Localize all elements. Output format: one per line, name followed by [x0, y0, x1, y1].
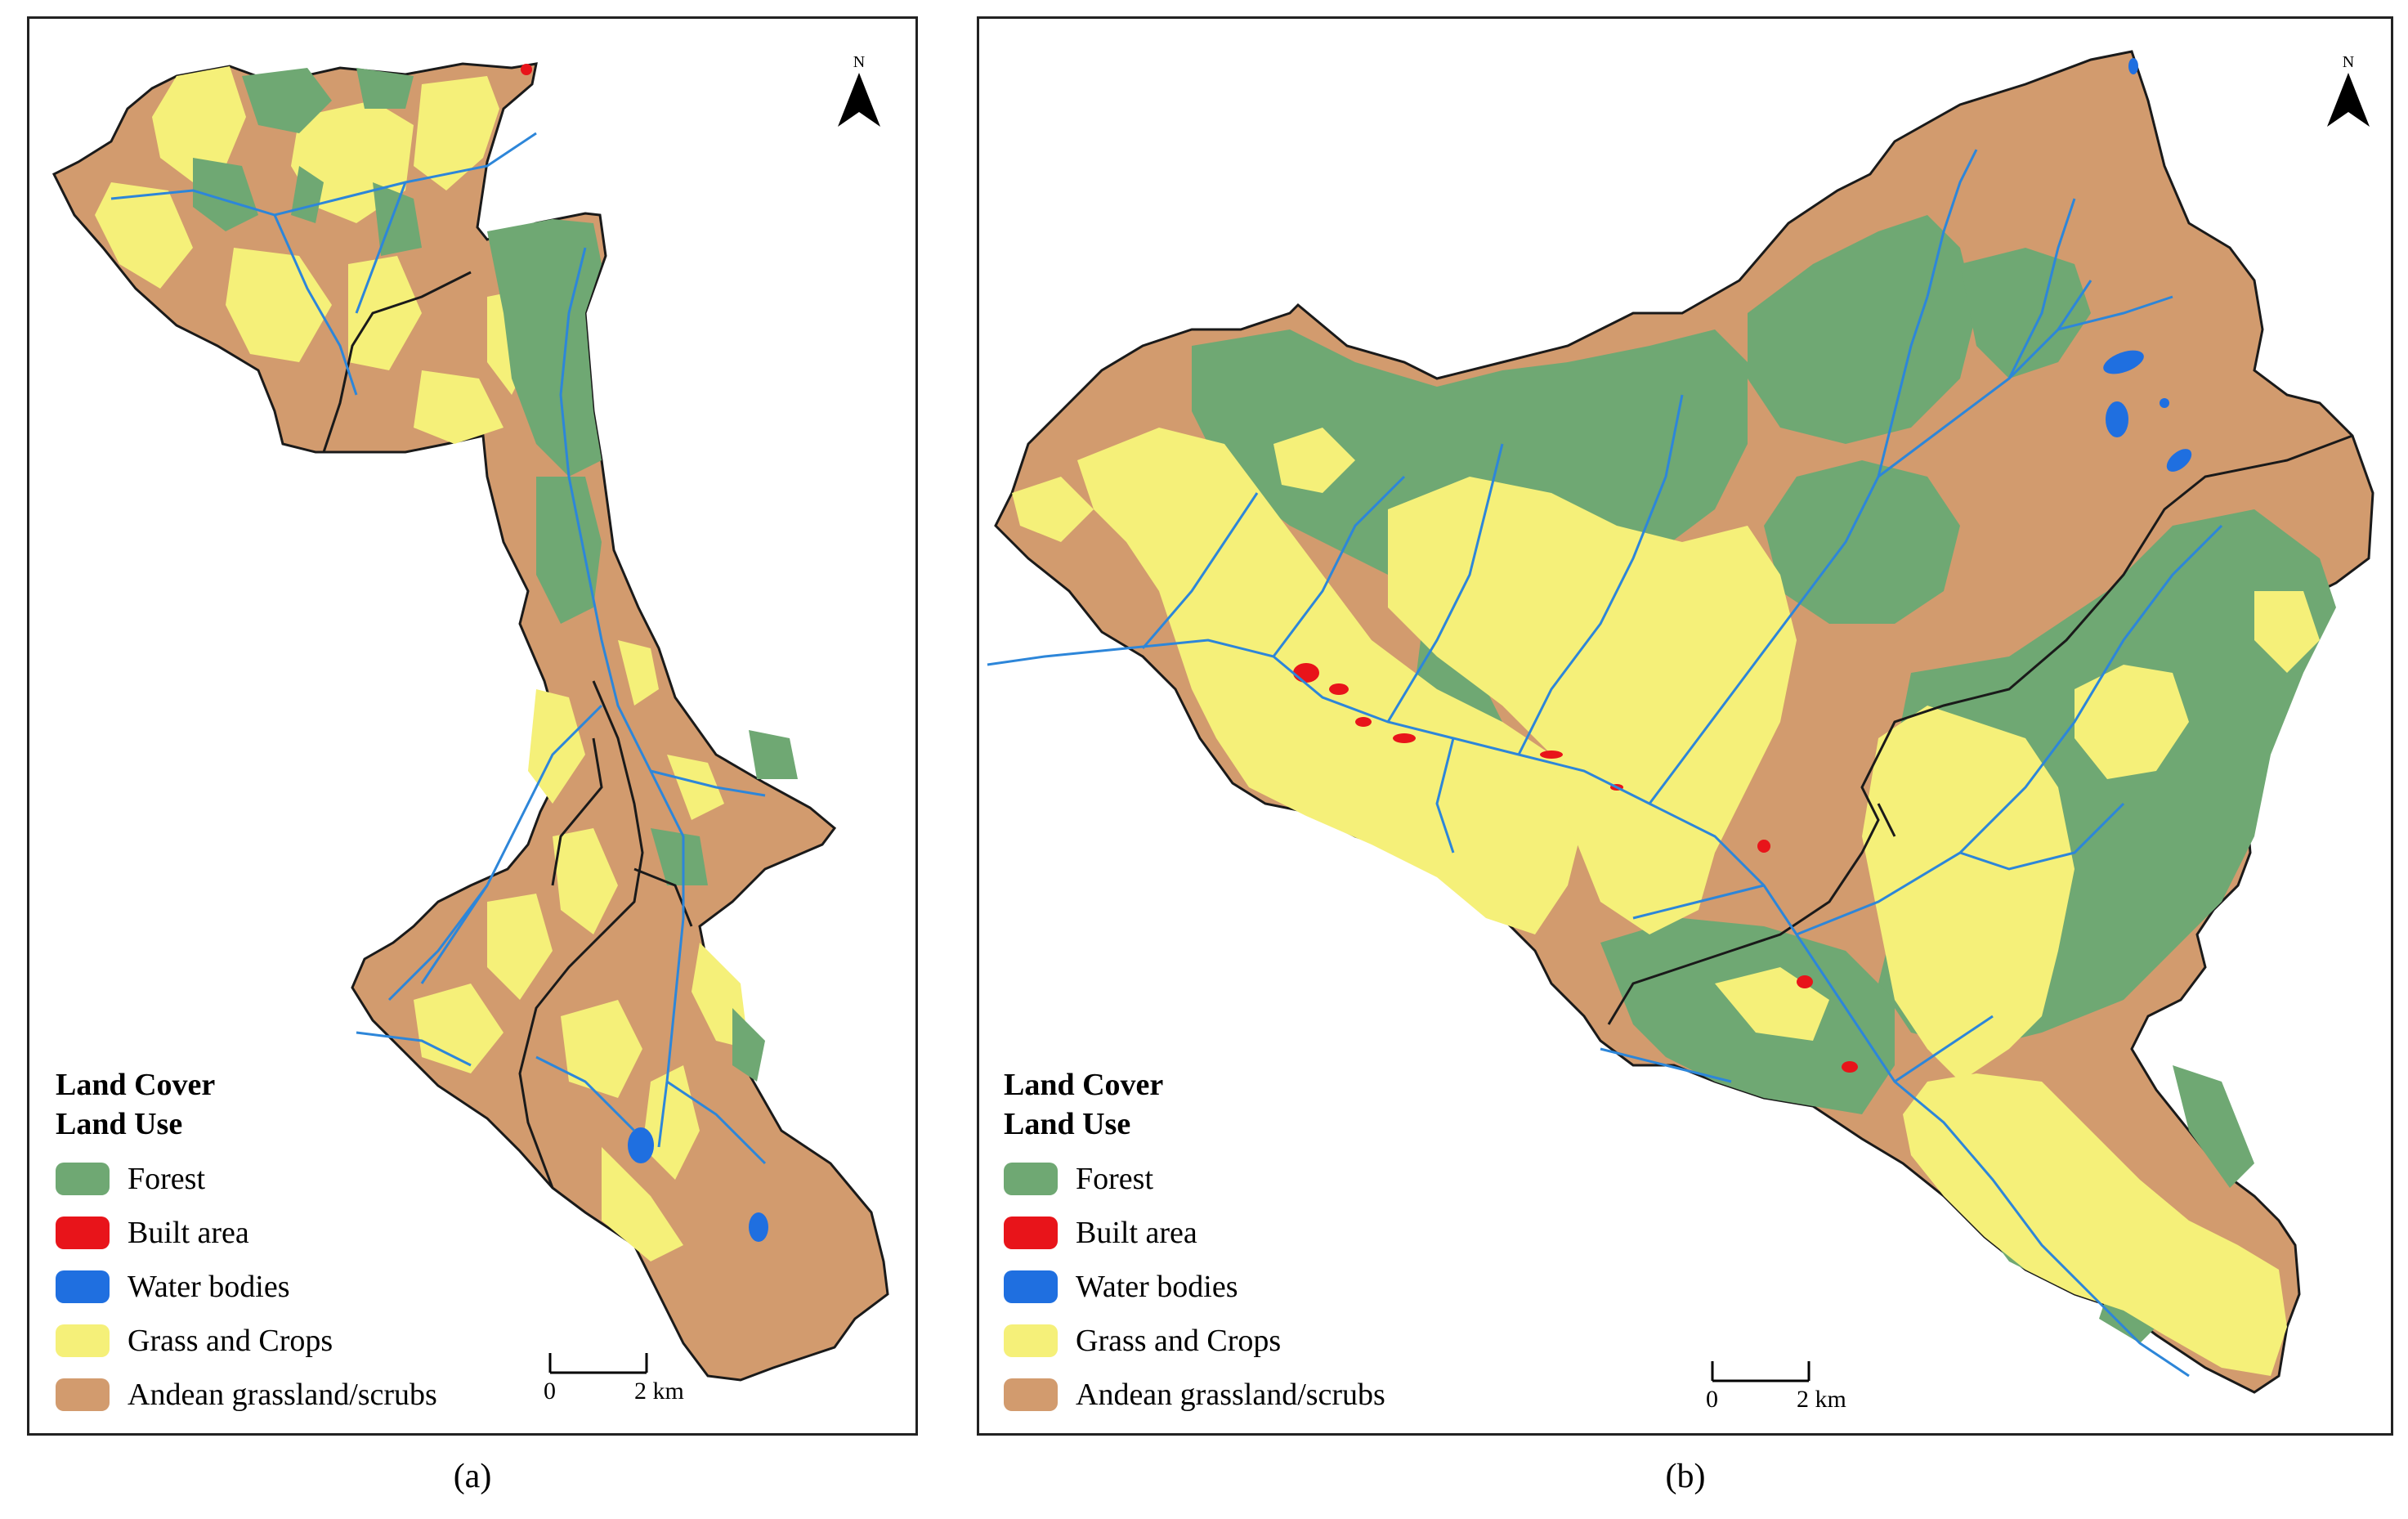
- legend-item-forest: Forest: [56, 1152, 437, 1206]
- legend-swatch-andean-grassland: [56, 1378, 110, 1411]
- legend-label-andean-grassland: Andean grassland/scrubs: [128, 1378, 437, 1412]
- built-areas-b: [1293, 663, 1858, 1073]
- legend-item-grass-crops: Grass and Crops: [56, 1314, 437, 1368]
- caption-a: (a): [453, 1458, 492, 1495]
- legend-title-line1: Land Cover: [1004, 1068, 1164, 1102]
- legend-item-water-bodies: Water bodies: [1004, 1260, 1385, 1314]
- grass-crops-patches-b: [1012, 428, 2320, 1376]
- north-label-b: N: [2342, 53, 2355, 71]
- legend-title-line1: Land Cover: [56, 1068, 216, 1102]
- built-area-a: [521, 64, 532, 75]
- rivers-b: [987, 149, 2223, 1378]
- legend-item-built-area: Built area: [1004, 1206, 1385, 1260]
- map-panel-b: N Land Cover Land Use Forest Built area …: [977, 16, 2393, 1436]
- rivers-a: [110, 132, 767, 1165]
- subwatershed-boundaries-a: [322, 271, 693, 1189]
- scale-end-a: 2 km: [634, 1378, 684, 1405]
- north-arrow-icon: [838, 73, 880, 127]
- legend-label-water-bodies: Water bodies: [128, 1270, 290, 1304]
- legend-label-grass-crops: Grass and Crops: [128, 1324, 333, 1358]
- scale-bar-line-a: [548, 1353, 648, 1374]
- legend-b: Land Cover Land Use Forest Built area Wa…: [1004, 1065, 1385, 1422]
- legend-swatch-built-area: [56, 1217, 110, 1249]
- legend-label-water-bodies: Water bodies: [1076, 1270, 1238, 1304]
- scale-bar-a: 0 2 km: [544, 1351, 684, 1417]
- watershed-map-a: [51, 62, 889, 1382]
- scale-zero-a: 0: [544, 1378, 556, 1405]
- scale-zero-b: 0: [1706, 1386, 1718, 1413]
- legend-item-grass-crops: Grass and Crops: [1004, 1314, 1385, 1368]
- scale-end-b: 2 km: [1797, 1386, 1846, 1413]
- watershed-a-outline: [51, 62, 889, 1382]
- legend-label-forest: Forest: [128, 1162, 205, 1196]
- legend-swatch-built-area: [1004, 1217, 1058, 1249]
- legend-label-grass-crops: Grass and Crops: [1076, 1324, 1282, 1358]
- legend-item-forest: Forest: [1004, 1152, 1385, 1206]
- legend-item-water-bodies: Water bodies: [56, 1260, 437, 1314]
- legend-item-andean-grassland: Andean grassland/scrubs: [56, 1368, 437, 1422]
- map-panel-a: N Land Cover Land Use Forest Built area …: [27, 16, 918, 1436]
- legend-swatch-forest: [1004, 1163, 1058, 1195]
- legend-swatch-grass-crops: [56, 1324, 110, 1357]
- legend-label-built-area: Built area: [128, 1216, 249, 1250]
- legend-item-built-area: Built area: [56, 1206, 437, 1260]
- legend-title-line2: Land Use: [1004, 1107, 1131, 1141]
- north-arrow-b: N: [2324, 53, 2373, 132]
- caption-b: (b): [1665, 1458, 1706, 1495]
- water-bodies-b: [2103, 58, 2192, 472]
- legend-swatch-water-bodies: [56, 1270, 110, 1303]
- legend-label-andean-grassland: Andean grassland/scrubs: [1076, 1378, 1385, 1412]
- legend-title-line2: Land Use: [56, 1107, 183, 1141]
- legend-swatch-andean-grassland: [1004, 1378, 1058, 1411]
- legend-item-andean-grassland: Andean grassland/scrubs: [1004, 1368, 1385, 1422]
- legend-label-built-area: Built area: [1076, 1216, 1197, 1250]
- north-arrow-a: N: [835, 53, 884, 132]
- watershed-map-b: [987, 50, 2374, 1394]
- legend-swatch-forest: [56, 1163, 110, 1195]
- legend-swatch-water-bodies: [1004, 1270, 1058, 1303]
- legend-swatch-grass-crops: [1004, 1324, 1058, 1357]
- subwatershed-boundaries-b: [1607, 434, 2353, 1025]
- legend-label-forest: Forest: [1076, 1162, 1153, 1196]
- scale-bar-b: 0 2 km: [1706, 1360, 1846, 1425]
- north-label-a: N: [853, 53, 866, 71]
- legend-a: Land Cover Land Use Forest Built area Wa…: [56, 1065, 437, 1422]
- north-arrow-icon: [2327, 73, 2370, 127]
- water-bodies-a: [628, 1127, 768, 1242]
- scale-bar-line-b: [1711, 1361, 1810, 1382]
